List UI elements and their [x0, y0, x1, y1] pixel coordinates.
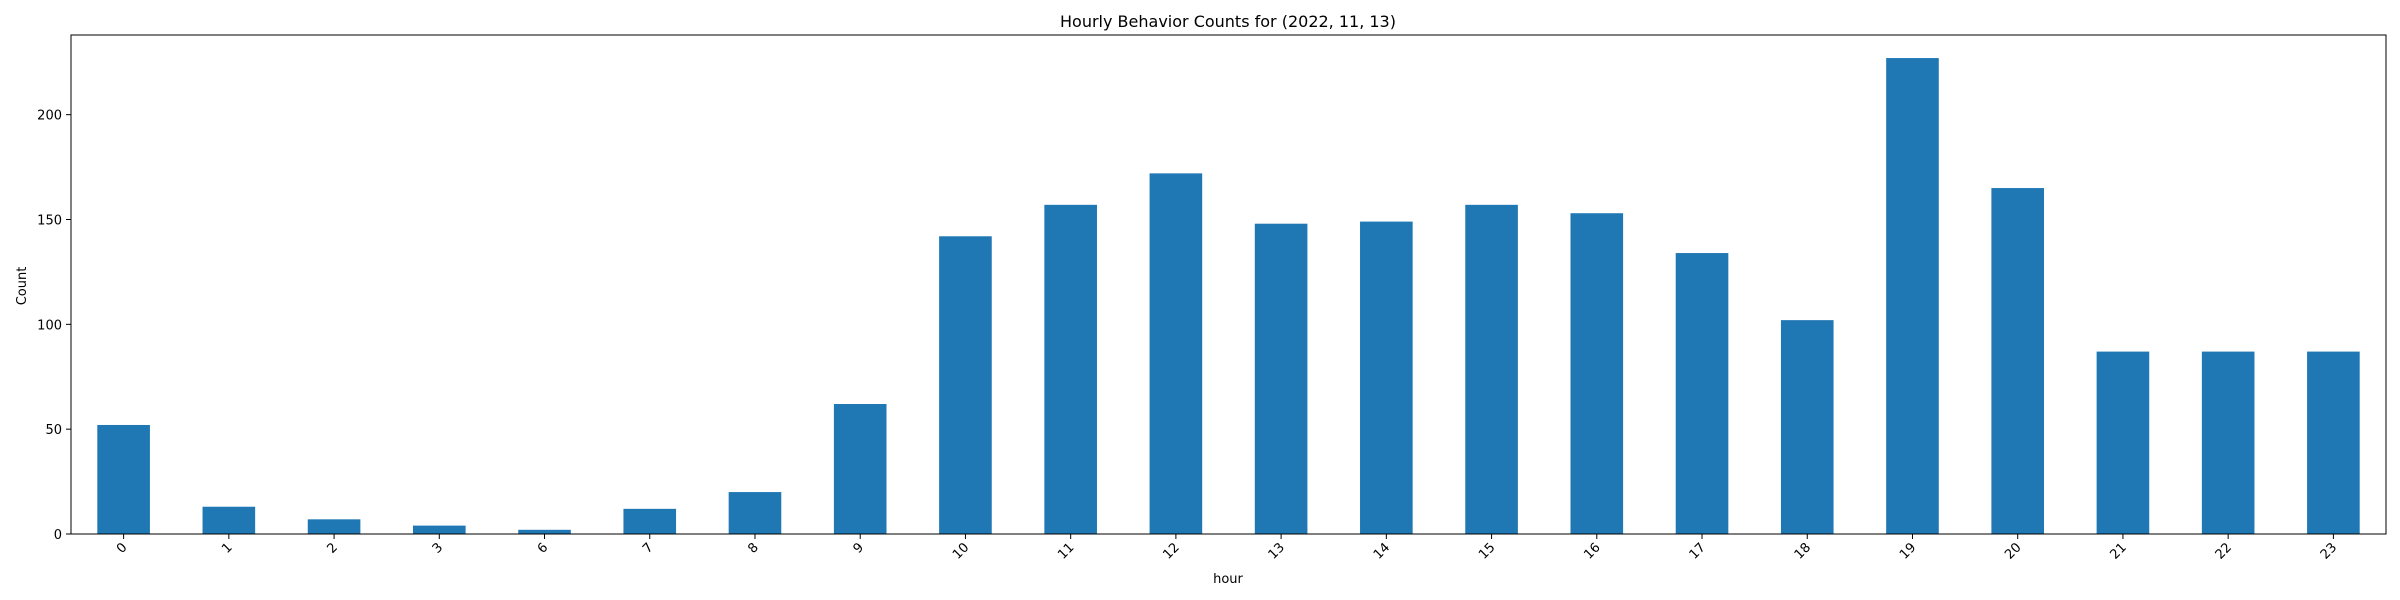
x-tick-label: 20 — [2002, 540, 2024, 562]
x-tick-label: 15 — [1476, 540, 1498, 562]
y-tick-label: 0 — [54, 528, 62, 543]
x-tick-label: 21 — [2107, 540, 2129, 562]
bar-6 — [518, 529, 571, 534]
bar-15 — [1465, 204, 1518, 534]
x-tick-label: 2 — [324, 540, 340, 556]
bar-3 — [412, 525, 466, 534]
x-tick-label: 13 — [1266, 540, 1288, 562]
bars-group — [97, 58, 2360, 535]
bar-14 — [1360, 221, 1413, 535]
x-tick-label: 22 — [2213, 540, 2235, 562]
y-tick-label: 200 — [37, 109, 62, 124]
bar-19 — [1886, 58, 1939, 535]
bar-12 — [1149, 173, 1203, 534]
x-tick-label: 0 — [114, 540, 130, 556]
bar-11 — [1044, 204, 1097, 534]
x-tick-label: 1 — [219, 540, 235, 556]
x-tick-label: 23 — [2318, 540, 2340, 562]
bar-23 — [2307, 351, 2360, 534]
x-tick-label: 11 — [1055, 540, 1077, 562]
x-tick-label: 8 — [745, 540, 761, 556]
bar-13 — [1254, 223, 1308, 534]
plot-frame — [70, 34, 2387, 535]
bar-22 — [2201, 351, 2255, 534]
bar-10 — [939, 236, 992, 534]
bar-17 — [1675, 253, 1729, 534]
y-tick-label: 50 — [45, 423, 62, 438]
bar-8 — [728, 492, 782, 534]
x-tick-label: 9 — [851, 540, 867, 556]
y-axis-ticks: 0 50 100 150 200 — [37, 109, 71, 543]
x-tick-label: 10 — [950, 540, 972, 562]
x-tick-label: 17 — [1687, 540, 1709, 562]
x-tick-label: 19 — [1897, 540, 1919, 562]
x-tick-label: 18 — [1792, 540, 1814, 562]
y-axis-label: Count — [15, 267, 30, 306]
x-tick-label: 7 — [640, 540, 656, 556]
x-tick-label: 3 — [430, 540, 446, 556]
bar-2 — [307, 519, 361, 534]
chart-title: Hourly Behavior Counts for (2022, 11, 13… — [1060, 12, 1396, 31]
y-tick-label: 150 — [37, 214, 62, 229]
bar-21 — [2096, 351, 2150, 534]
x-tick-label: 16 — [1581, 540, 1603, 562]
bar-16 — [1570, 213, 1624, 534]
y-tick-label: 100 — [37, 318, 62, 333]
x-axis-ticks: 0 1 2 3 6 7 8 9 10 11 12 13 14 15 16 17 18 19 20 21 22 23 — [114, 534, 2340, 563]
bar-7 — [623, 508, 677, 534]
bar-9 — [833, 404, 887, 534]
bar-20 — [1991, 188, 2045, 534]
bar-0 — [97, 424, 150, 534]
bar-18 — [1780, 320, 1834, 534]
x-tick-label: 6 — [535, 540, 551, 556]
x-tick-label: 12 — [1160, 540, 1182, 562]
bar-1 — [202, 506, 256, 534]
x-tick-label: 14 — [1371, 540, 1393, 562]
x-axis-label: hour — [1213, 572, 1243, 587]
